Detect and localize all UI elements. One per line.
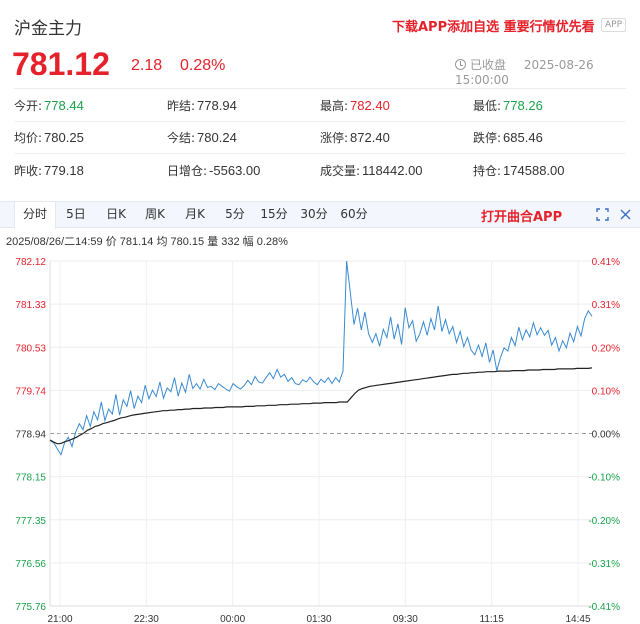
fullscreen-icon[interactable] [596, 208, 609, 221]
header-divider [14, 88, 626, 89]
stat-limit-down: 跌停: 685.46 [473, 130, 543, 145]
tab-30min[interactable]: 30分 [300, 207, 328, 221]
y-tick-label-left: 779.74 [15, 386, 46, 397]
tab-5min[interactable]: 5分 [225, 207, 245, 221]
stat-volume: 成交量: 118442.00 [320, 162, 423, 178]
stat-limit-up: 涨停: 872.40 [320, 130, 390, 145]
price-change: 2.18 [131, 57, 163, 74]
stat-low: 最低: 778.26 [473, 98, 543, 113]
y-tick-label-right: 0.10% [592, 386, 620, 397]
y-tick-label-right: 0.31% [592, 300, 620, 311]
y-tick-label-right: 0.20% [592, 343, 620, 354]
stats-grid: 今开: 778.44 昨结: 778.94 最高: 782.40 最低: 778.26 … [14, 90, 626, 186]
x-tick-label: 22:30 [134, 614, 159, 624]
instrument-title: 沪金主力 [14, 19, 82, 39]
y-tick-label-right: -0.10% [588, 473, 620, 484]
stats-row: 均价: 780.25 今结: 780.24 涨停: 872.40 跌停: 685.46 [14, 122, 626, 154]
tab-intraday[interactable]: 分时 [14, 202, 56, 229]
x-tick-label: 09:30 [393, 614, 418, 624]
app-badge: APP [601, 18, 627, 32]
y-tick-label-left: 781.33 [15, 300, 46, 311]
status-timestamp: 2025-08-26 15:00:00 [455, 58, 594, 87]
market-status: 已收盘 2025-08-26 15:00:00 [455, 56, 640, 87]
tab-daily-k[interactable]: 日K [106, 207, 126, 221]
stat-avg: 均价: 780.25 [14, 130, 84, 145]
price-line [49, 260, 593, 456]
close-icon[interactable] [619, 208, 632, 221]
stat-oi-change: 日增仓: -5563.00 [167, 162, 261, 178]
y-tick-label-right: -0.41% [588, 602, 620, 613]
last-price: 781.12 [12, 46, 110, 82]
clock-icon [455, 59, 466, 70]
download-app-promo[interactable]: 下载APP添加自选 重要行情优先看 [392, 20, 595, 35]
y-tick-label-right: 0.41% [592, 257, 620, 268]
y-tick-label-right: 0.00% [592, 430, 620, 441]
x-tick-label: 11:15 [480, 614, 505, 624]
x-tick-label: 00:00 [220, 614, 245, 624]
y-tick-label-right: -0.20% [588, 516, 620, 527]
stats-row: 今开: 778.44 昨结: 778.94 最高: 782.40 最低: 778.26 [14, 90, 626, 122]
status-text: 已收盘 [470, 58, 507, 72]
stat-open: 今开: 778.44 [14, 98, 84, 113]
x-tick-label: 01:30 [306, 614, 331, 624]
y-tick-label-left: 778.94 [15, 430, 46, 441]
y-tick-label-left: 782.12 [15, 257, 46, 268]
crosshair-info-bar: 2025/08/26/二14:59 价 781.14 均 780.15 量 33… [6, 236, 288, 248]
period-tabs: 分时 5日 日K 周K 月K 5分 15分 30分 60分 打开曲合APP [0, 201, 640, 229]
stats-row: 昨收: 779.18 日增仓: -5563.00 成交量: 118442.00 持仓:… [14, 154, 626, 186]
y-tick-label-left: 775.76 [15, 602, 46, 613]
open-app-link[interactable]: 打开曲合APP [481, 210, 563, 225]
x-tick-label: 14:45 [565, 614, 590, 624]
y-tick-label-left: 776.56 [15, 559, 46, 570]
tab-5day[interactable]: 5日 [66, 207, 86, 221]
tab-15min[interactable]: 15分 [260, 207, 288, 221]
y-tick-label-left: 778.15 [15, 473, 46, 484]
stat-prev-settle: 昨结: 778.94 [167, 98, 237, 113]
tab-60min[interactable]: 60分 [340, 207, 368, 221]
y-tick-label-right: -0.31% [588, 559, 620, 570]
tab-weekly-k[interactable]: 周K [145, 207, 165, 221]
stat-high: 最高: 782.40 [320, 98, 390, 113]
stat-settle: 今结: 780.24 [167, 130, 237, 145]
stat-open-interest: 持仓: 174588.00 [473, 162, 565, 178]
y-tick-label-left: 777.35 [15, 516, 46, 527]
y-tick-label-left: 780.53 [15, 343, 46, 354]
stat-prev-close: 昨收: 779.18 [14, 162, 84, 178]
price-change-pct: 0.28% [180, 57, 226, 74]
tab-monthly-k[interactable]: 月K [185, 207, 205, 221]
average-price-line [49, 367, 593, 445]
x-tick-label: 21:00 [47, 614, 72, 624]
